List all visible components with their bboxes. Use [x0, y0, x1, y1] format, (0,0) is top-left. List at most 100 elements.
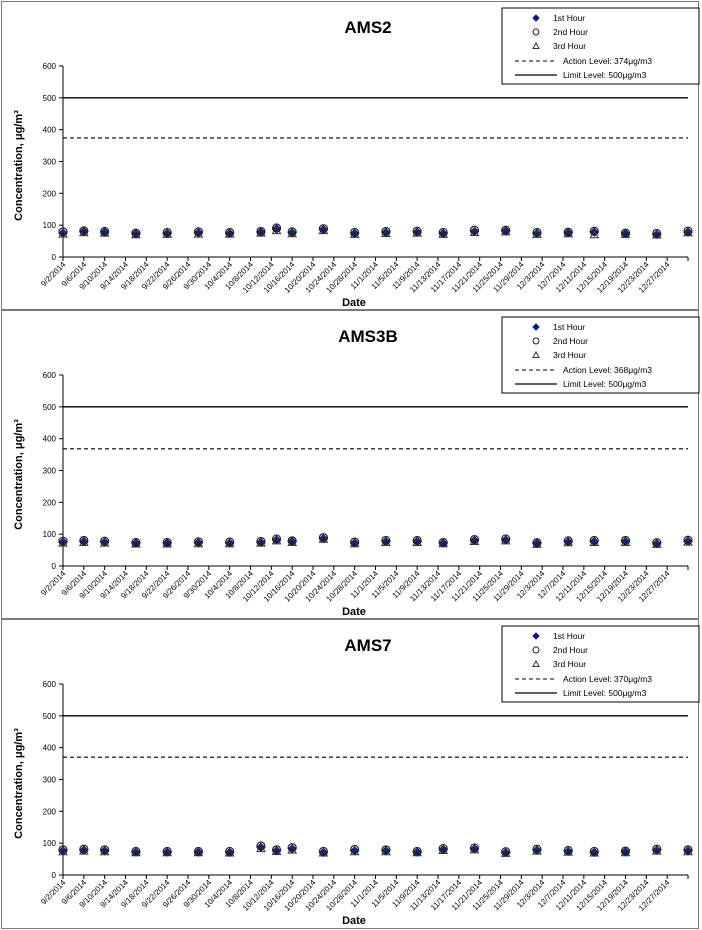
point-2nd-hour	[79, 844, 89, 854]
point-3rd-hour	[224, 229, 235, 238]
point-3rd-hour	[78, 846, 89, 855]
point-3rd-hour	[349, 229, 360, 238]
point-3rd-hour	[99, 538, 110, 547]
point-3rd-hour	[469, 227, 480, 236]
point-3rd-hour	[620, 847, 631, 857]
legend-3rd-hour-marker	[532, 350, 540, 358]
point-2nd-hour	[501, 847, 511, 857]
chart-title: AMS2	[344, 18, 391, 37]
legend-label: Action Level: 368μg/m3	[563, 365, 652, 375]
point-2nd-hour	[287, 843, 297, 853]
point-3rd-hour	[193, 229, 204, 238]
legend-1st-hour-marker	[532, 14, 540, 22]
point-3rd-hour	[193, 538, 204, 548]
point-3rd-hour	[271, 535, 282, 545]
point-2nd-hour	[381, 226, 391, 237]
y-tick-label: 200	[43, 189, 57, 198]
point-2nd-hour	[412, 226, 422, 236]
point-3rd-hour	[381, 537, 391, 546]
point-3rd-hour	[58, 538, 68, 547]
legend-label: 1st Hour	[553, 322, 585, 332]
point-2nd-hour	[620, 846, 631, 856]
point-2nd-hour	[318, 224, 329, 234]
point-3rd-hour	[162, 229, 173, 238]
point-3rd-hour	[500, 848, 511, 857]
legend-label: 1st Hour	[553, 631, 585, 641]
y-axis-label: Concentration, μg/m³	[13, 419, 25, 530]
legend-label: Action Level: 370μg/m3	[563, 674, 652, 684]
legend-label: 1st Hour	[553, 13, 585, 23]
y-axis-label: Concentration, μg/m³	[13, 110, 25, 221]
point-2nd-hour	[58, 536, 68, 546]
legend-label: Action Level: 374μg/m3	[563, 56, 652, 66]
point-2nd-hour	[501, 534, 511, 544]
point-3rd-hour	[131, 229, 141, 239]
point-3rd-hour	[287, 537, 298, 546]
point-3rd-hour	[589, 537, 600, 546]
point-2nd-hour	[652, 228, 662, 239]
point-2nd-hour	[100, 536, 110, 546]
point-3rd-hour	[78, 227, 89, 237]
y-tick-label: 200	[43, 807, 57, 816]
point-3rd-hour	[349, 846, 360, 856]
point-3rd-hour	[563, 537, 574, 547]
point-3rd-hour	[651, 846, 662, 855]
point-3rd-hour	[224, 538, 235, 548]
point-3rd-hour	[438, 229, 449, 238]
legend-label: Limit Level: 500μg/m3	[563, 70, 647, 80]
point-3rd-hour	[620, 229, 631, 238]
chart-panel-ams7: AMS7 0 100 200 300 400 500 600 9/2/2014 9/6/2014 9…	[1, 619, 700, 929]
legend-3rd-hour-marker	[532, 41, 540, 49]
point-2nd-hour	[162, 537, 172, 548]
point-3rd-hour	[532, 229, 542, 238]
point-3rd-hour	[224, 848, 235, 857]
y-tick-label: 0	[52, 562, 57, 571]
chart-title: AMS7	[344, 636, 391, 655]
point-2nd-hour	[532, 227, 542, 238]
point-2nd-hour	[350, 844, 360, 855]
point-3rd-hour	[99, 846, 110, 856]
point-2nd-hour	[58, 227, 68, 237]
y-axis-label: Concentration, μg/m³	[13, 728, 25, 839]
legend-label: 3rd Hour	[553, 350, 586, 360]
point-3rd-hour	[500, 535, 511, 545]
point-2nd-hour	[225, 846, 235, 857]
legend-label: 3rd Hour	[553, 659, 586, 669]
legend-2nd-hour-marker	[532, 337, 540, 345]
point-2nd-hour	[563, 536, 573, 546]
point-2nd-hour	[256, 536, 266, 547]
point-3rd-hour	[162, 539, 173, 548]
point-2nd-hour	[131, 537, 141, 548]
y-tick-label: 600	[43, 371, 57, 380]
point-2nd-hour	[271, 534, 282, 544]
point-2nd-hour	[271, 845, 282, 855]
legend-1st-hour-marker	[532, 632, 540, 640]
chart-panel-ams3b: AMS3B 0 100 200 300 400 500 600 9/2/2014 9/6/2014…	[1, 310, 700, 619]
point-3rd-hour	[349, 538, 360, 548]
legend-label: 2nd Hour	[553, 336, 588, 346]
point-3rd-hour	[620, 537, 631, 546]
point-3rd-hour	[287, 228, 298, 238]
point-2nd-hour	[271, 223, 282, 233]
point-2nd-hour	[381, 535, 391, 546]
point-2nd-hour	[652, 538, 662, 548]
legend-2nd-hour-marker	[532, 646, 540, 654]
point-3rd-hour	[683, 537, 693, 546]
y-tick-label: 100	[43, 839, 57, 848]
chart-svg-ams3b: AMS3B01002003004005006009/2/20149/6/2014…	[13, 316, 700, 618]
point-3rd-hour	[412, 847, 423, 857]
y-tick-label: 500	[43, 94, 57, 103]
point-2nd-hour	[683, 535, 693, 545]
y-tick-label: 300	[43, 776, 57, 785]
point-2nd-hour	[438, 227, 448, 238]
point-2nd-hour	[350, 537, 360, 547]
y-tick-label: 100	[43, 530, 57, 539]
point-2nd-hour	[652, 844, 662, 854]
point-2nd-hour	[225, 537, 235, 547]
y-tick-label: 600	[43, 62, 57, 71]
y-tick-label: 0	[52, 871, 57, 880]
point-3rd-hour	[469, 536, 480, 545]
point-3rd-hour	[271, 846, 282, 855]
y-tick-label: 300	[43, 467, 57, 476]
point-3rd-hour	[683, 227, 693, 237]
